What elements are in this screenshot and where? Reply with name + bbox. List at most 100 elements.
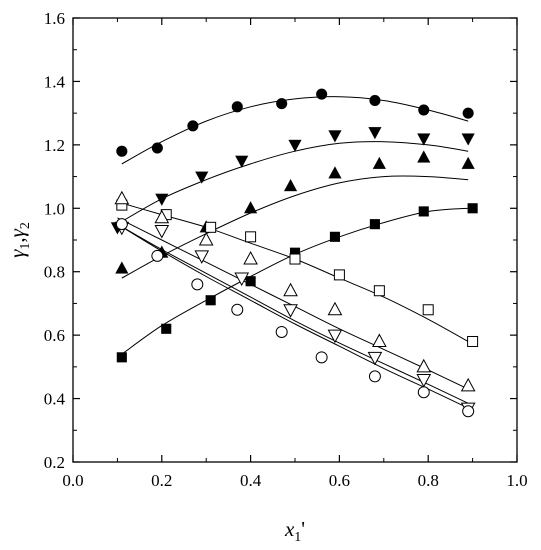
filled-square-marker <box>161 323 172 334</box>
open-circle-marker <box>462 405 475 418</box>
series-1 <box>116 88 474 157</box>
x-tick-label: 0.6 <box>329 471 350 490</box>
fit-curve-1 <box>121 96 469 165</box>
filled-triangle-up-marker <box>461 156 475 169</box>
open-triangle-down-marker <box>234 272 250 287</box>
y-axis-title-part: 2 <box>18 222 33 229</box>
series-2 <box>110 127 475 235</box>
y-tick-label: 0.8 <box>44 263 65 282</box>
open-triangle-up-marker <box>283 282 298 297</box>
series-6 <box>114 190 476 392</box>
fit-curve-6 <box>117 217 469 390</box>
data-markers <box>110 88 479 418</box>
filled-triangle-up-marker <box>328 166 342 179</box>
series-5 <box>116 199 479 347</box>
filled-triangle-up-marker <box>372 156 386 169</box>
open-square-marker <box>205 221 217 233</box>
plot-frame <box>72 17 518 463</box>
open-triangle-up-marker <box>372 333 387 347</box>
y-axis-title-part: γ <box>5 228 29 237</box>
y-tick-label: 1.4 <box>44 72 66 91</box>
filled-square-marker <box>245 276 256 287</box>
axes <box>72 17 518 463</box>
tick-labels: 0.0 0.2 0.4 0.6 0.8 1.00.20.40.60.81.01.21.41… <box>44 9 528 490</box>
x-tick-label: 0.2 <box>151 471 172 490</box>
y-tick-label: 1.6 <box>44 9 65 28</box>
open-triangle-up-marker <box>416 358 432 373</box>
open-square-marker <box>373 285 385 297</box>
y-axis-title-part: , <box>5 237 29 242</box>
y-tick-label: 1.2 <box>44 136 65 155</box>
x-axis-title: x1' <box>284 517 305 545</box>
y-axis-title-part: γ <box>5 249 29 258</box>
filled-triangle-up-marker <box>283 178 298 192</box>
x-axis-title-prime: ' <box>301 517 305 541</box>
fit-curve-4 <box>121 207 469 355</box>
open-circle-marker <box>368 370 381 383</box>
fit-curve-8 <box>117 223 469 409</box>
y-tick-label: 1.0 <box>44 199 65 218</box>
filled-square-marker <box>329 231 341 242</box>
filled-square-marker <box>205 295 216 306</box>
series-4 <box>116 203 478 363</box>
y-tick-label: 0.2 <box>44 453 65 472</box>
open-circle-marker <box>191 278 204 291</box>
open-triangle-up-marker <box>114 190 130 205</box>
filled-square-marker <box>467 203 478 214</box>
open-circle-marker <box>231 303 244 316</box>
open-circle-marker <box>115 218 128 231</box>
filled-triangle-down-marker <box>288 139 302 152</box>
open-triangle-up-marker <box>460 377 476 392</box>
x-tick-label: 0.8 <box>418 471 439 490</box>
open-triangle-up-marker <box>198 231 214 246</box>
filled-circle-marker <box>231 101 243 113</box>
fit-curve-3 <box>121 175 469 279</box>
filled-triangle-up-marker <box>417 150 431 163</box>
fit-curve-7 <box>117 223 469 404</box>
filled-circle-marker <box>116 145 128 157</box>
y-axis-title: γ1,γ2 <box>5 222 33 258</box>
open-triangle-up-marker <box>154 209 170 224</box>
open-square-marker <box>333 269 345 281</box>
filled-triangle-down-marker <box>461 133 475 146</box>
open-triangle-down-marker <box>154 224 170 239</box>
x-tick-label: 1.0 <box>506 471 527 490</box>
filled-triangle-down-marker <box>235 155 249 168</box>
filled-triangle-down-marker <box>417 133 431 146</box>
y-axis-title-part: 1 <box>18 243 33 250</box>
filled-triangle-down-marker <box>328 130 342 143</box>
open-triangle-down-marker <box>327 329 343 344</box>
filled-circle-marker <box>369 94 381 107</box>
x-axis-title-sub: 1 <box>294 530 301 545</box>
filled-triangle-down-marker <box>368 127 382 140</box>
y-tick-label: 0.6 <box>44 326 65 345</box>
open-square-marker <box>245 231 257 243</box>
open-triangle-up-marker <box>243 250 258 265</box>
filled-circle-marker <box>187 120 199 132</box>
filled-circle-marker <box>151 142 163 154</box>
open-triangle-down-marker <box>367 351 383 366</box>
open-square-marker <box>422 304 434 316</box>
series-8 <box>115 218 475 418</box>
x-tick-label: 0.4 <box>240 471 262 490</box>
x-axis-title-base: x <box>284 517 295 541</box>
open-square-marker <box>467 335 479 347</box>
filled-circle-marker <box>462 107 474 119</box>
filled-circle-marker <box>316 88 328 100</box>
filled-triangle-up-marker <box>244 201 258 214</box>
open-circle-marker <box>151 249 164 262</box>
open-circle-marker <box>275 325 288 338</box>
open-circle-marker <box>417 386 430 399</box>
filled-square-marker <box>116 352 127 363</box>
open-triangle-down-marker <box>416 374 432 388</box>
filled-square-marker <box>369 219 380 230</box>
open-triangle-down-marker <box>194 250 210 264</box>
x-tick-label: 0.0 <box>62 471 83 490</box>
open-square-marker <box>289 253 301 265</box>
filled-circle-marker <box>276 98 288 110</box>
filled-square-marker <box>418 206 429 217</box>
open-circle-marker <box>315 351 328 364</box>
filled-triangle-down-marker <box>195 171 209 184</box>
filled-triangle-down-marker <box>155 193 169 206</box>
